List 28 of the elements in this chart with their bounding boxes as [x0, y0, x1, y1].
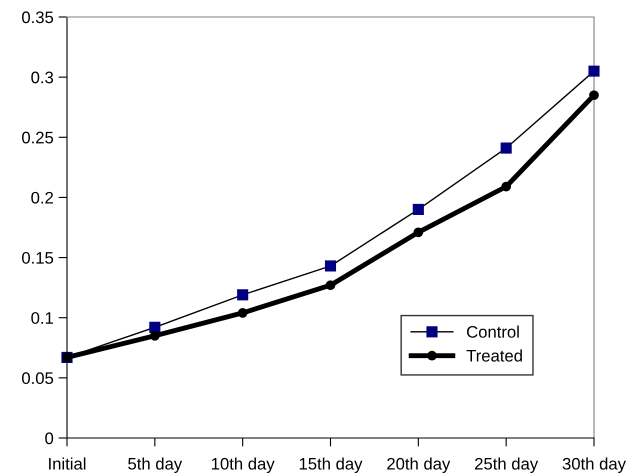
x-tick-label: 30th day [562, 457, 626, 473]
x-tick-label: 20th day [387, 457, 450, 473]
y-tick-label: 0.3 [31, 72, 54, 84]
point [237, 289, 248, 300]
point [501, 182, 512, 192]
x-tick-label: 5th day [128, 457, 182, 473]
point [500, 142, 512, 154]
legend-label: Control [467, 326, 519, 338]
y-tick-label: 0.2 [31, 192, 53, 204]
point [588, 66, 600, 77]
y-tick-label: 0.1 [31, 312, 53, 324]
point [589, 90, 599, 100]
y-tick-label: 0.35 [22, 11, 54, 24]
y-tick-label: 0.25 [22, 132, 54, 144]
point [412, 204, 424, 216]
legend-label: Treated [466, 349, 522, 362]
x-tick-label: 15th day [300, 457, 362, 473]
point [150, 330, 160, 341]
point [326, 280, 336, 290]
y-tick-label: 0.05 [22, 372, 54, 384]
y-tick-label: 0.15 [22, 252, 54, 264]
x-tick-label: Initial [49, 457, 86, 470]
x-tick-label: 25th day [475, 457, 538, 473]
y-tick-label: 0 [45, 432, 54, 444]
point [238, 308, 248, 318]
point [324, 260, 336, 272]
point [413, 227, 424, 238]
x-tick-label: 10th day [212, 457, 275, 473]
